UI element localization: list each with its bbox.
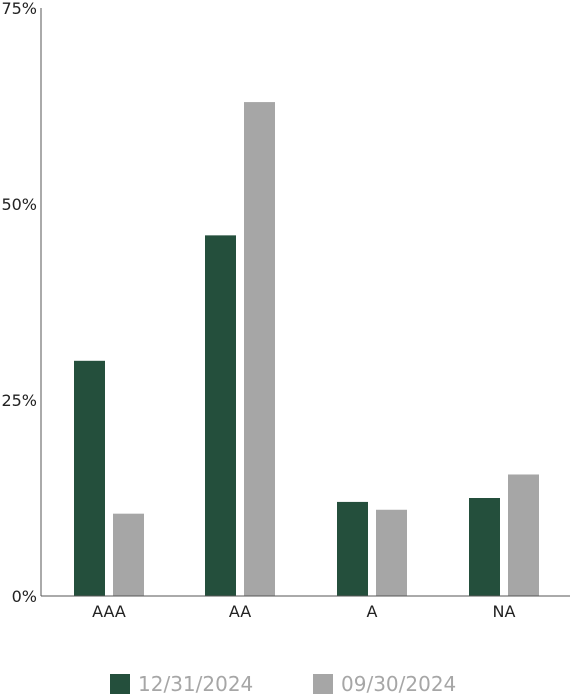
legend-swatch-series-2 — [313, 674, 333, 694]
x-tick-label: AA — [229, 602, 251, 621]
y-tick-label: 25% — [1, 391, 37, 410]
y-tick-label: 75% — [1, 0, 37, 18]
legend-item-series-2: 09/30/2024 — [313, 672, 456, 696]
legend-item-series-1: 12/31/2024 — [110, 672, 253, 696]
bar-aaa-series-1 — [74, 360, 105, 596]
x-axis-ticks: AAA AA A NA — [92, 602, 515, 621]
bar-a-series-2 — [376, 509, 407, 596]
bar-aa-series-1 — [205, 235, 236, 597]
bars — [74, 102, 539, 597]
x-tick-label: AAA — [92, 602, 126, 621]
bar-aaa-series-2 — [113, 513, 144, 596]
bar-aa-series-2 — [244, 102, 275, 596]
bar-na-series-1 — [469, 498, 500, 596]
y-tick-label: 0% — [12, 587, 37, 606]
bar-a-series-1 — [337, 501, 368, 596]
x-tick-label: A — [367, 602, 378, 621]
bar-na-series-2 — [508, 474, 539, 596]
bar-chart: 0%25%50%75% AAA AA A NA — [1, 0, 570, 621]
y-axis-ticks: 0% 25% 50% 75% — [1, 0, 37, 606]
legend: 12/31/2024 09/30/2024 — [0, 672, 570, 700]
legend-label-series-2: 09/30/2024 — [341, 672, 457, 696]
y-tick-label: 50% — [1, 195, 37, 214]
x-tick-label: NA — [493, 602, 516, 621]
legend-swatch-series-1 — [110, 674, 130, 694]
legend-label-series-1: 12/31/2024 — [138, 672, 254, 696]
